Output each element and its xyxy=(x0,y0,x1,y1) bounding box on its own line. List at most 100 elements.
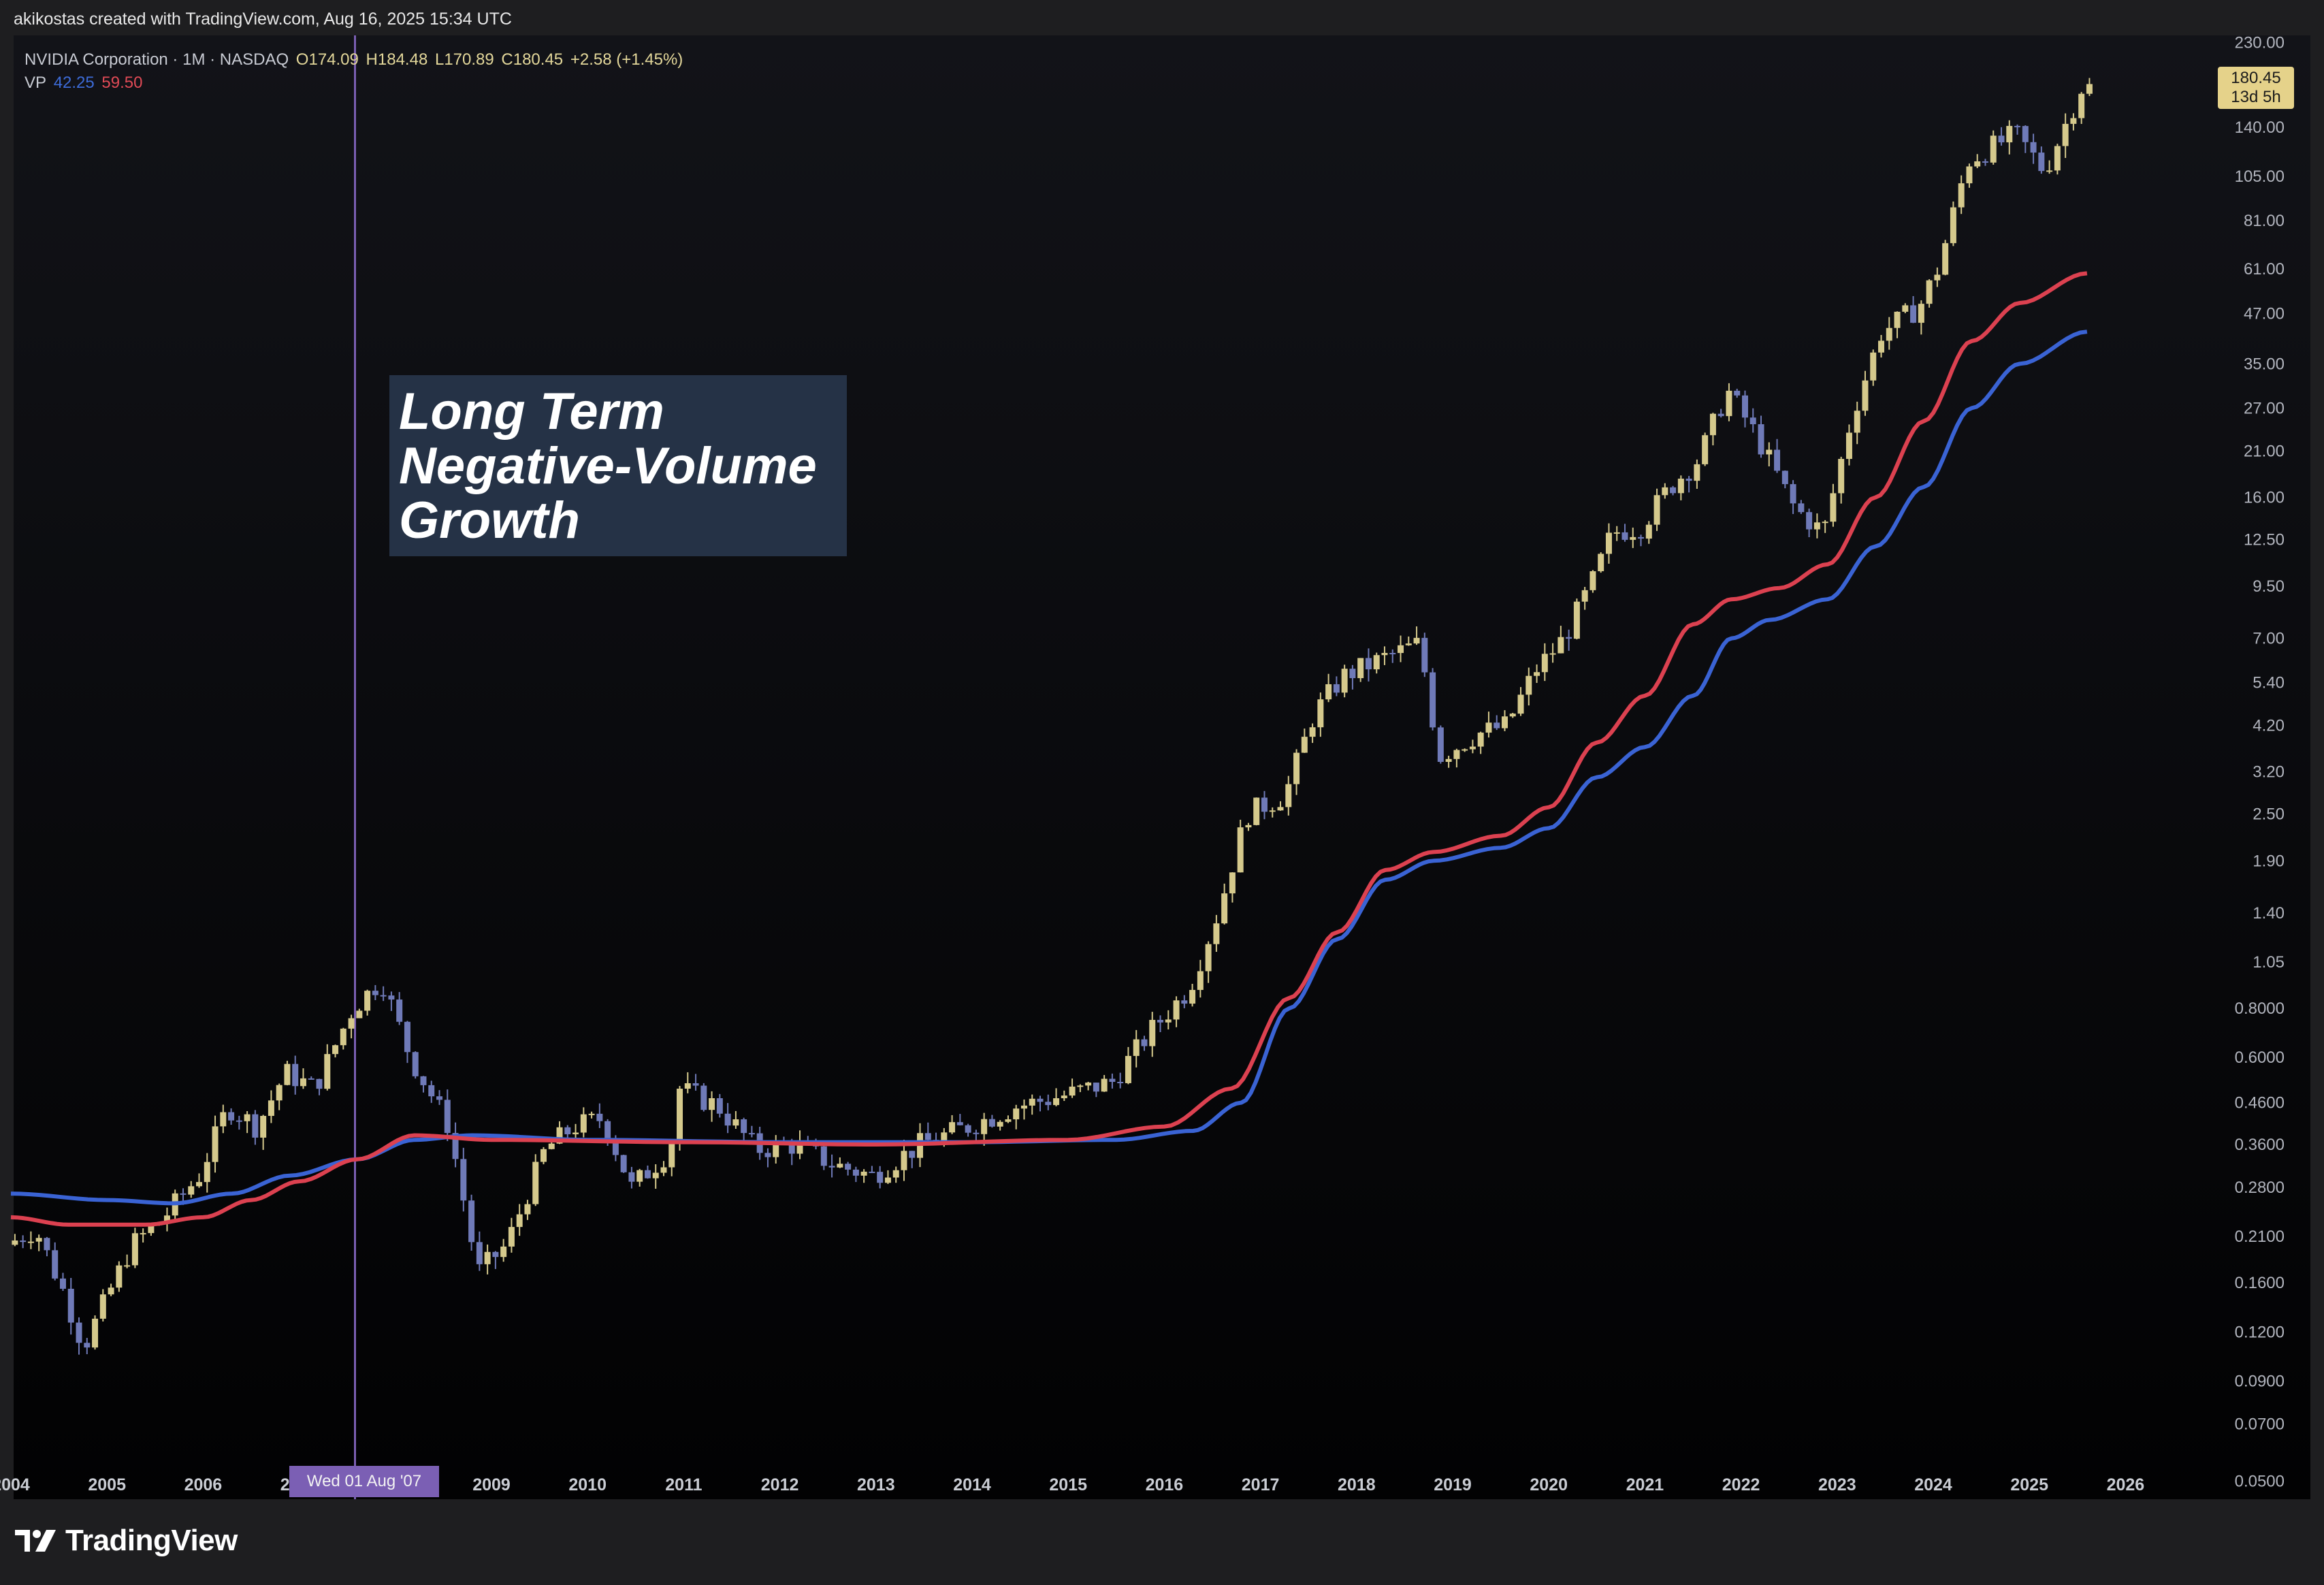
candle-body xyxy=(59,1278,66,1289)
candle-body xyxy=(660,1167,667,1173)
y-tick-label: 27.00 xyxy=(2244,399,2285,417)
x-tick-label: 2015 xyxy=(1049,1475,1087,1494)
candle-body xyxy=(1758,424,1764,455)
candle-body xyxy=(420,1076,427,1085)
candle-body xyxy=(941,1132,948,1143)
candle-body xyxy=(1309,727,1316,737)
candle-body xyxy=(12,1240,18,1245)
symbol-legend[interactable]: NVIDIA Corporation · 1M · NASDAQ O174.09… xyxy=(25,50,685,69)
candle-body xyxy=(956,1122,963,1125)
candle-body xyxy=(1645,524,1652,539)
y-tick-label: 3.20 xyxy=(2253,763,2285,782)
candle-body xyxy=(1942,243,1949,275)
x-tick-label: 2014 xyxy=(953,1475,991,1494)
candle-body xyxy=(1589,571,1596,590)
candle-body xyxy=(1430,672,1436,728)
candle-body xyxy=(1061,1095,1067,1099)
candle-body xyxy=(500,1246,507,1258)
candle-body xyxy=(1189,989,1196,1004)
candle-body xyxy=(1133,1039,1140,1056)
candle-body xyxy=(1037,1098,1044,1102)
y-axis[interactable]: 230.00 140.00 105.00 81.00 61.00 47.00 35.00 27… xyxy=(2235,34,2285,1491)
tradingview-logo-icon xyxy=(15,1530,56,1552)
x-axis[interactable]: 2004200520062007200820092010201120122013… xyxy=(0,1475,2144,1494)
x-tick-label: 2006 xyxy=(184,1475,223,1494)
candle-body xyxy=(1213,923,1220,944)
candle-body xyxy=(1998,135,2005,143)
candle-body xyxy=(1245,824,1252,828)
candle-body xyxy=(1365,658,1372,670)
candle-body xyxy=(1566,637,1572,639)
candle-body xyxy=(884,1177,891,1183)
candle-body xyxy=(388,995,395,1000)
candle-body xyxy=(1069,1086,1076,1096)
candle-body xyxy=(1630,537,1636,540)
candle-body xyxy=(428,1085,435,1097)
candle-body xyxy=(1534,672,1540,676)
candle-body xyxy=(180,1193,187,1195)
candle-body xyxy=(300,1078,306,1087)
candle-body xyxy=(1886,327,1892,341)
candle-body xyxy=(148,1225,155,1234)
candle-body xyxy=(1269,810,1276,812)
x-tick-label: 2022 xyxy=(1722,1475,1760,1494)
candle-body xyxy=(1781,470,1788,485)
candle-body xyxy=(412,1052,419,1076)
candle-body xyxy=(1149,1019,1156,1046)
candle-body xyxy=(92,1318,99,1348)
candle-body xyxy=(556,1127,563,1144)
candle-body xyxy=(828,1166,835,1168)
candle-body xyxy=(356,1010,363,1019)
x-tick-label: 2012 xyxy=(761,1475,799,1494)
y-tick-label: 0.4600 xyxy=(2235,1094,2285,1112)
candle-body xyxy=(460,1159,467,1201)
candle-body xyxy=(1405,643,1412,645)
candle-body xyxy=(901,1151,907,1170)
candle-body xyxy=(1005,1119,1012,1122)
candle-body xyxy=(99,1294,106,1319)
y-tick-label: 105.00 xyxy=(2235,167,2285,186)
candle-body xyxy=(372,991,378,995)
last-price: 180.45 xyxy=(2231,69,2281,87)
candle-body xyxy=(1301,737,1308,753)
x-tick-label: 2019 xyxy=(1434,1475,1472,1494)
candle-body xyxy=(380,995,387,997)
candle-body xyxy=(1317,699,1324,728)
candle-body xyxy=(1045,1102,1052,1106)
candle-body xyxy=(620,1155,627,1172)
x-tick-label: 2017 xyxy=(1242,1475,1280,1494)
y-tick-label: 0.2100 xyxy=(2235,1228,2285,1246)
candle-body xyxy=(524,1204,531,1215)
candle-body xyxy=(1157,1019,1164,1023)
candle-body xyxy=(1325,684,1332,700)
candle-body xyxy=(1974,161,1981,167)
x-tick-label: 2026 xyxy=(2107,1475,2145,1494)
candle-body xyxy=(444,1100,451,1134)
candle-body xyxy=(163,1215,170,1223)
candle-body xyxy=(1774,449,1781,471)
candle-body xyxy=(1341,669,1348,693)
candle-body xyxy=(540,1149,547,1162)
annotation-box[interactable]: Long Term Negative-Volume Growth xyxy=(389,375,847,556)
x-tick-label: 2018 xyxy=(1338,1475,1376,1494)
indicator-legend[interactable]: VP 42.25 59.50 xyxy=(25,74,145,93)
candle-body xyxy=(1485,722,1492,733)
candle-body xyxy=(516,1214,523,1228)
annotation-line-3: Growth xyxy=(399,492,580,549)
candle-body xyxy=(1822,522,1828,524)
candle-body xyxy=(837,1164,843,1168)
plot-area[interactable] xyxy=(14,35,2310,1499)
candle-body xyxy=(2022,126,2029,142)
x-tick-label: 2023 xyxy=(1818,1475,1856,1494)
candle-body xyxy=(228,1112,235,1121)
candle-body xyxy=(636,1170,643,1182)
candle-body xyxy=(1373,655,1380,670)
candle-body xyxy=(1558,637,1564,654)
candle-body xyxy=(348,1018,355,1029)
y-tick-label: 2.50 xyxy=(2253,805,2285,824)
tradingview-logo[interactable]: TradingView xyxy=(15,1524,238,1558)
candle-body xyxy=(1662,487,1668,496)
candle-body xyxy=(1638,537,1645,539)
candle-body xyxy=(1918,304,1924,323)
